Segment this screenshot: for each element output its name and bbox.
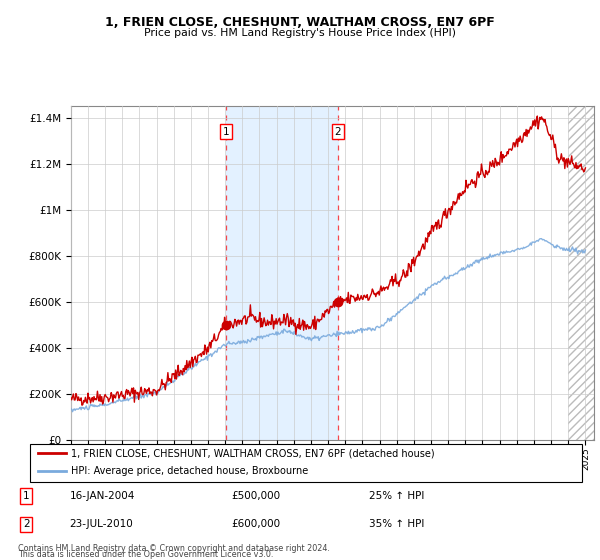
Text: 23-JUL-2010: 23-JUL-2010 <box>70 519 133 529</box>
Text: £500,000: £500,000 <box>231 491 280 501</box>
Text: 1, FRIEN CLOSE, CHESHUNT, WALTHAM CROSS, EN7 6PF (detached house): 1, FRIEN CLOSE, CHESHUNT, WALTHAM CROSS,… <box>71 448 435 458</box>
Text: HPI: Average price, detached house, Broxbourne: HPI: Average price, detached house, Brox… <box>71 466 308 476</box>
Text: Contains HM Land Registry data © Crown copyright and database right 2024.: Contains HM Land Registry data © Crown c… <box>18 544 330 553</box>
Text: 1: 1 <box>23 491 30 501</box>
Text: 16-JAN-2004: 16-JAN-2004 <box>70 491 135 501</box>
Bar <box>568 106 594 440</box>
Text: 1, FRIEN CLOSE, CHESHUNT, WALTHAM CROSS, EN7 6PF: 1, FRIEN CLOSE, CHESHUNT, WALTHAM CROSS,… <box>105 16 495 29</box>
Text: 2: 2 <box>334 127 341 137</box>
Text: 1: 1 <box>223 127 229 137</box>
Bar <box>568 106 594 440</box>
Text: £600,000: £600,000 <box>231 519 280 529</box>
Text: 35% ↑ HPI: 35% ↑ HPI <box>369 519 424 529</box>
Text: This data is licensed under the Open Government Licence v3.0.: This data is licensed under the Open Gov… <box>18 550 274 559</box>
Text: 2: 2 <box>23 519 30 529</box>
Text: 25% ↑ HPI: 25% ↑ HPI <box>369 491 424 501</box>
Text: Price paid vs. HM Land Registry's House Price Index (HPI): Price paid vs. HM Land Registry's House … <box>144 28 456 38</box>
Bar <box>226 106 338 440</box>
